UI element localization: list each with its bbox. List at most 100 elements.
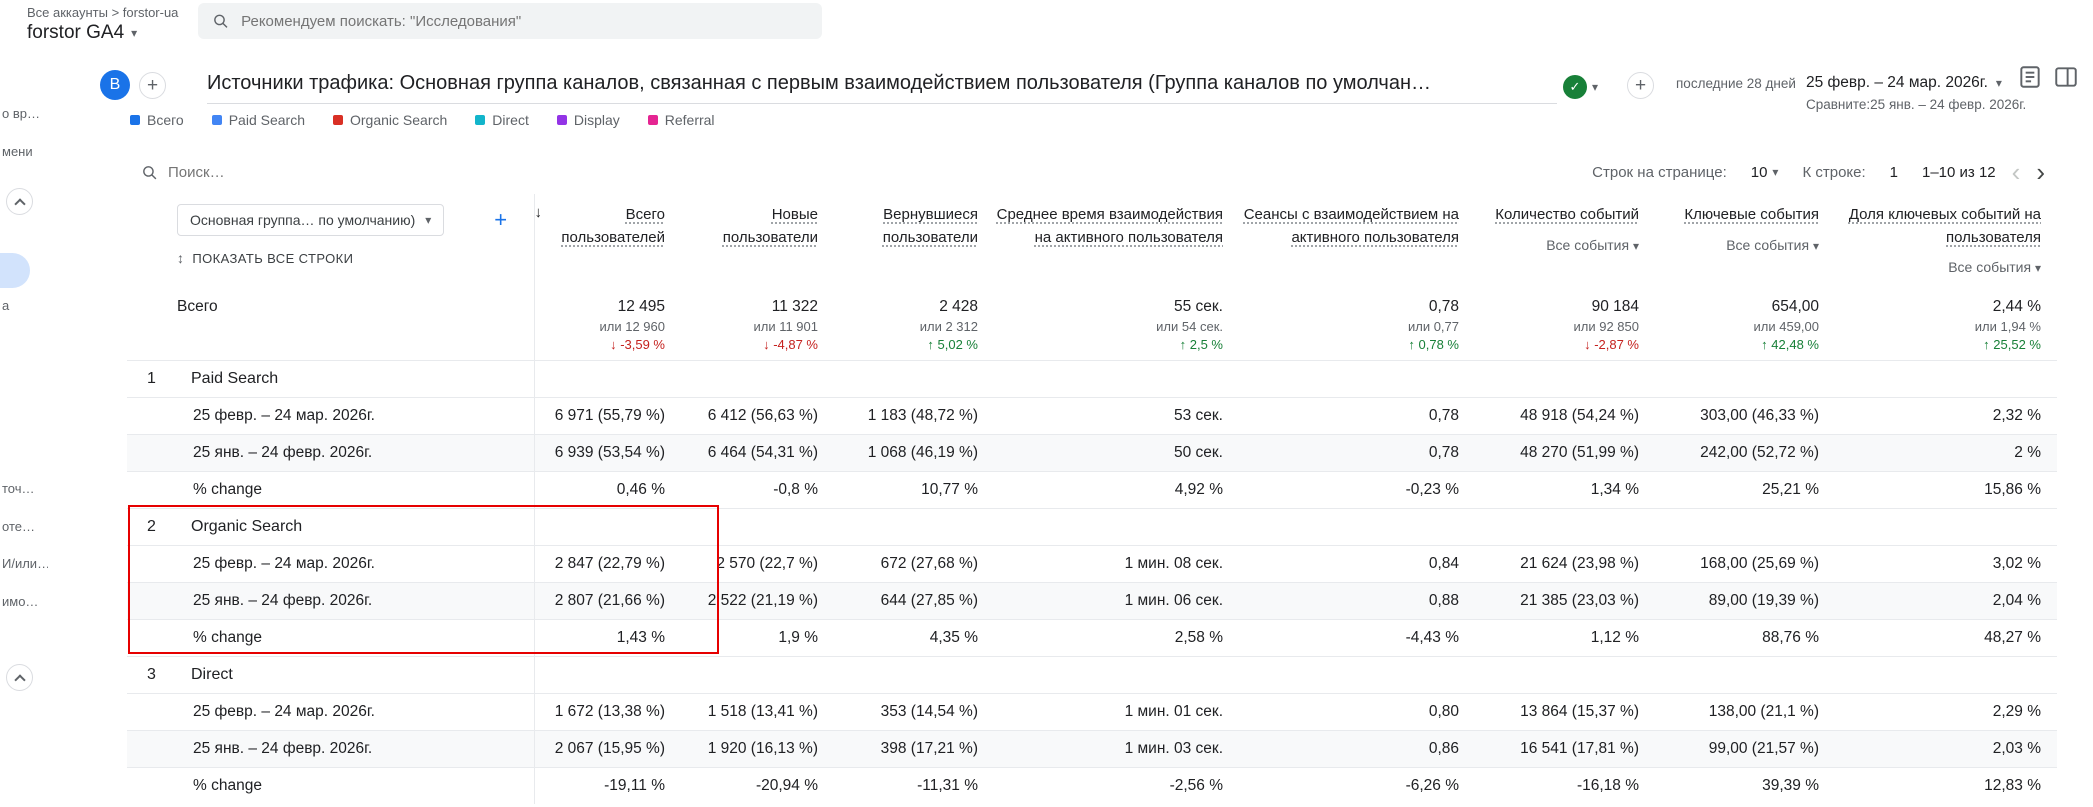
add-report-tab-button[interactable]: + — [139, 72, 166, 99]
comparison-value: или 2 312 — [919, 319, 978, 334]
sidebar-item-truncated[interactable]: И/или… — [2, 556, 48, 571]
legend-label: Direct — [492, 112, 529, 128]
property-selector[interactable]: forstor GA4 ▾ — [27, 22, 137, 44]
column-header-2[interactable]: Новые пользователи — [681, 194, 834, 286]
report-status-badge[interactable]: ✓ ▾ — [1563, 75, 1598, 99]
column-label[interactable]: Вернувшиеся пользователи — [882, 206, 978, 246]
metric-cell: 398 (17,21 %) — [834, 729, 994, 767]
metric-cell: 168,00 (25,69 %) — [1655, 544, 1835, 582]
channel-name: Direct — [191, 665, 233, 683]
date-range-row: 25 янв. – 24 февр. 2026г. 6 939 (53,54 %)… — [127, 433, 2057, 471]
collapse-up-button[interactable] — [6, 188, 33, 215]
date-range-picker[interactable]: последние 28 дней 25 февр. – 24 мар. 202… — [1676, 74, 2026, 112]
legend-item[interactable]: Display — [556, 112, 620, 128]
column-header-8[interactable]: Доля ключевых событий на пользователя Все… — [1835, 194, 2057, 286]
table-search-input[interactable] — [168, 163, 348, 181]
sidebar-item-truncated[interactable]: оте… — [2, 519, 35, 534]
metric-cell: 10,77 % — [834, 470, 994, 508]
pct-change-row: % change 1,43 % 1,9 % 4,35 % 2,58 % -4,43 % 1,… — [127, 618, 2057, 656]
search-icon — [214, 14, 228, 28]
chevron-down-icon: ▾ — [425, 213, 432, 227]
notes-icon[interactable] — [2017, 64, 2043, 90]
metric-cell: 21 624 (23,98 %) — [1475, 544, 1655, 582]
chevron-down-icon: ▾ — [1772, 165, 1779, 179]
table-search[interactable] — [141, 163, 348, 181]
column-label[interactable]: Сеансы с взаимодействием на активного по… — [1243, 206, 1459, 246]
column-header-7[interactable]: Ключевые события Все события ▾ — [1655, 194, 1835, 286]
next-page-button[interactable]: › — [2036, 157, 2045, 187]
legend-color-swatch — [475, 115, 486, 125]
metric-cell: 2,03 % — [1835, 729, 2057, 767]
totals-cell: 55 сек. или 54 сек. ↑ 2,5 % — [994, 286, 1239, 360]
global-search-input[interactable] — [241, 12, 808, 30]
selected-item-pill[interactable] — [0, 253, 30, 288]
metric-cell: 2,29 % — [1835, 692, 2057, 730]
collapse-up-button[interactable] — [6, 664, 33, 691]
change-value: ↑ 5,02 % — [927, 337, 978, 352]
metric-cell: 0,86 — [1239, 729, 1475, 767]
global-search[interactable] — [198, 3, 822, 39]
sidebar-item-truncated[interactable]: о вр… — [2, 106, 40, 121]
report-title-field[interactable]: Источники трафика: Основная группа канал… — [207, 72, 1557, 104]
dimension-selector[interactable]: Основная группа… по умолчанию) ▾ — [177, 204, 445, 236]
show-all-rows-button[interactable]: ↕ ПОКАЗАТЬ ВСЕ СТРОКИ — [177, 250, 354, 266]
row-number: 1 — [147, 369, 156, 387]
change-value: ↑ 2,5 % — [1179, 337, 1223, 352]
chevron-down-icon: ▾ — [1632, 238, 1639, 253]
comparison-value: или 12 960 — [599, 319, 665, 334]
sidebar-item-truncated[interactable]: точ… — [2, 481, 35, 496]
legend-item[interactable]: Organic Search — [333, 112, 447, 128]
column-header-3[interactable]: Вернувшиеся пользователи — [834, 194, 994, 286]
previous-page-button[interactable]: ‹ — [2011, 157, 2021, 187]
comparison-value: или 54 сек. — [1156, 319, 1223, 334]
add-dimension-button[interactable]: + — [494, 207, 508, 232]
sidebar-item-truncated[interactable]: мени — [2, 144, 33, 159]
column-label[interactable]: Новые пользователи — [722, 206, 818, 246]
metric-value: 55 сек. — [1173, 298, 1223, 315]
rows-per-page-select[interactable]: 10 ▾ — [1750, 163, 1779, 181]
chevron-up-icon — [13, 673, 26, 686]
change-value: ↓ -4,87 % — [763, 337, 818, 352]
column-header-6[interactable]: Количество событий Все события ▾ — [1475, 194, 1655, 286]
legend-item[interactable]: Всего — [130, 112, 184, 128]
metric-cell: 6 939 (53,54 %) — [533, 433, 681, 471]
row-label: 25 февр. – 24 мар. 2026г. — [127, 692, 534, 730]
legend-item[interactable]: Direct — [475, 112, 529, 128]
column-label[interactable]: Количество событий — [1495, 206, 1639, 223]
goto-row-input[interactable]: 1 — [1889, 163, 1898, 181]
sidebar-item-truncated[interactable]: имо… — [2, 594, 39, 609]
row-number: 3 — [147, 665, 156, 683]
event-filter-dropdown[interactable]: Все события ▾ — [1948, 259, 2041, 275]
column-label[interactable]: Ключевые события — [1684, 206, 1819, 223]
comparison-value: или 92 850 — [1573, 319, 1639, 334]
column-label[interactable]: Доля ключевых событий на пользователя — [1848, 206, 2041, 246]
sidebar-item-truncated[interactable]: а — [2, 298, 10, 313]
legend-item[interactable]: Referral — [647, 112, 715, 128]
column-header-4[interactable]: Среднее время взаимодействия на активног… — [994, 194, 1239, 286]
column-header-5[interactable]: Сеансы с взаимодействием на активного по… — [1239, 194, 1475, 286]
metric-cell: 48,27 % — [1835, 618, 2057, 656]
panels-layout-icon[interactable] — [2053, 64, 2079, 90]
metric-cell: 53 сек. — [994, 396, 1239, 434]
column-header-1[interactable]: ↓ Всего пользователей — [533, 194, 681, 286]
event-filter-dropdown[interactable]: Все события ▾ — [1726, 236, 1819, 253]
column-label[interactable]: Всего пользователей — [561, 206, 665, 246]
app-topbar: Все аккаунты > forstor-ua forstor GA4 ▾ — [0, 0, 2093, 52]
metric-cell: 1 518 (13,41 %) — [681, 692, 834, 730]
event-filter-dropdown[interactable]: Все события ▾ — [1546, 236, 1639, 253]
avatar[interactable]: B — [100, 70, 130, 100]
chevron-down-icon: ▾ — [1592, 80, 1599, 94]
metric-cell: 1 920 (16,13 %) — [681, 729, 834, 767]
rows-per-page-label: Строк на странице: — [1592, 163, 1727, 181]
metric-cell: 89,00 (19,39 %) — [1655, 581, 1835, 619]
metric-cell: 15,86 % — [1835, 470, 2057, 508]
legend-item[interactable]: Paid Search — [211, 112, 305, 128]
change-value: ↓ -3,59 % — [610, 337, 665, 352]
channel-group-row: 2 Organic Search — [127, 507, 2057, 545]
add-comparison-button[interactable]: + — [1627, 72, 1654, 99]
breadcrumb[interactable]: Все аккаунты > forstor-ua — [27, 5, 179, 20]
metric-cell: 0,80 — [1239, 692, 1475, 730]
column-label[interactable]: Среднее время взаимодействия на активног… — [996, 206, 1223, 246]
metric-cell: 50 сек. — [994, 433, 1239, 471]
metric-cell: 2 522 (21,19 %) — [681, 581, 834, 619]
